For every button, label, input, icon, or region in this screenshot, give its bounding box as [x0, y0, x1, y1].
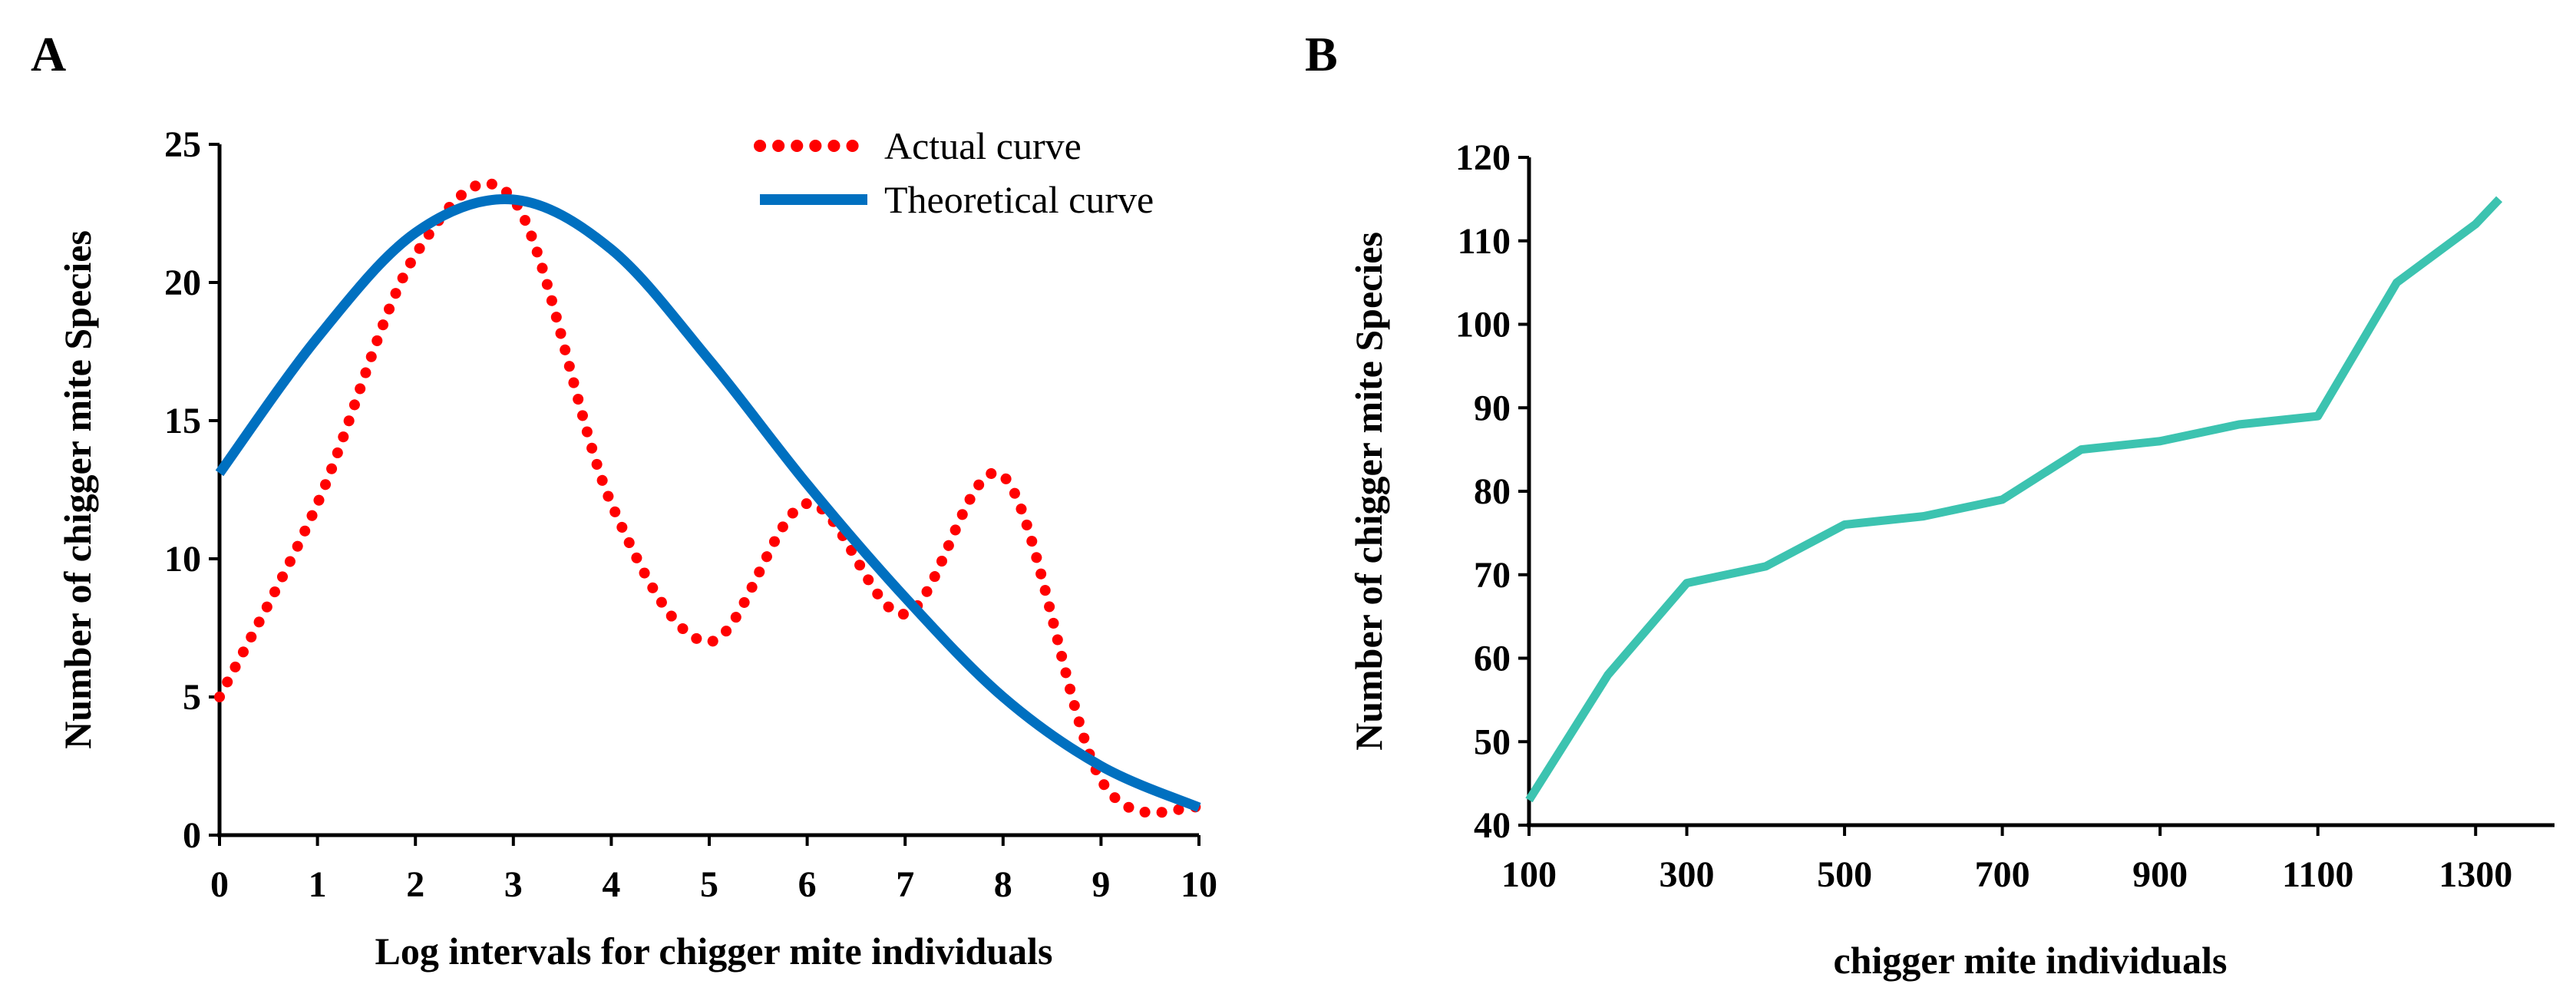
chart-b-series-line-accumulation	[1525, 196, 2503, 803]
chart-a: A 0 5 10 15 20 25 0 1 2 3 4 5 6 7 8 9 10 Log intervals …	[31, 27, 1217, 973]
chart-b-y-tick-label: 80	[1474, 471, 1511, 512]
chart-a-x-tick-label: 4	[602, 864, 620, 905]
chart-b-x-tick-label: 500	[1817, 854, 1872, 895]
chart-b-y-tick-label: 120	[1455, 137, 1511, 178]
chart-b-y-tick-label: 40	[1474, 805, 1511, 846]
chart-a-y-tick-label: 15	[164, 401, 201, 441]
chart-b-x-tick-label: 100	[1501, 854, 1557, 895]
chart-b-y-tick-label: 100	[1455, 305, 1511, 345]
panel-label-b: B	[1305, 27, 1338, 81]
chart-b-x-tick-label: 900	[2132, 854, 2188, 895]
chart-a-series-line-theoretical	[215, 194, 1201, 812]
chart-a-y-tick-label: 20	[164, 263, 201, 303]
chart-a-x-tick-label: 1	[309, 864, 327, 905]
chart-a-x-tick-label: 10	[1181, 864, 1217, 905]
panel-label-a: A	[31, 27, 66, 81]
chart-a-y-tick-label: 25	[164, 124, 201, 165]
chart-b-y-tick-label: 50	[1474, 722, 1511, 762]
legend-label-theoretical: Theoretical curve	[884, 178, 1154, 221]
chart-a-x-tick-label: 6	[798, 864, 817, 905]
chart-a-legend: Actual curve Theoretical curve	[754, 124, 1154, 221]
chart-a-x-tick-label: 3	[504, 864, 523, 905]
chart-a-x-tick-label: 0	[210, 864, 229, 905]
chart-b-y-tick-label: 110	[1458, 221, 1511, 262]
chart-a-y-axis-label: Number of chigger mite Species	[56, 230, 99, 749]
chart-a-x-tick-label: 2	[406, 864, 424, 905]
chart-a-x-tick-label: 9	[1091, 864, 1110, 905]
chart-b: B 40 50 60 70 80 90 100 110 120 100 300 500 700 900 1…	[1305, 27, 2555, 982]
chart-a-series-line-actual	[214, 178, 1204, 818]
chart-a-x-tick-label: 8	[994, 864, 1012, 905]
chart-b-y-tick-label: 60	[1474, 639, 1511, 679]
chart-b-y-tick-label: 70	[1474, 555, 1511, 596]
chart-b-y-tick-label: 90	[1474, 388, 1511, 428]
chart-b-x-tick-label: 1100	[2282, 854, 2353, 895]
legend-label-actual: Actual curve	[884, 124, 1082, 167]
chart-b-x-tick-label: 300	[1660, 854, 1715, 895]
chart-a-x-tick-label: 5	[700, 864, 718, 905]
chart-a-y-tick-label: 10	[164, 539, 201, 580]
chart-b-x-axis-label: chigger mite individuals	[1833, 939, 2227, 982]
chart-a-y-tick-label: 5	[183, 677, 201, 718]
chart-b-y-axis-label: Number of chigger mite Species	[1347, 232, 1390, 751]
chart-b-x-tick-label: 1300	[2439, 854, 2512, 895]
chart-a-x-tick-label: 7	[896, 864, 914, 905]
chart-a-y-tick-label: 0	[183, 815, 201, 856]
chart-a-x-axis-label: Log intervals for chigger mite individua…	[375, 930, 1053, 973]
chart-b-x-tick-label: 700	[1975, 854, 2030, 895]
